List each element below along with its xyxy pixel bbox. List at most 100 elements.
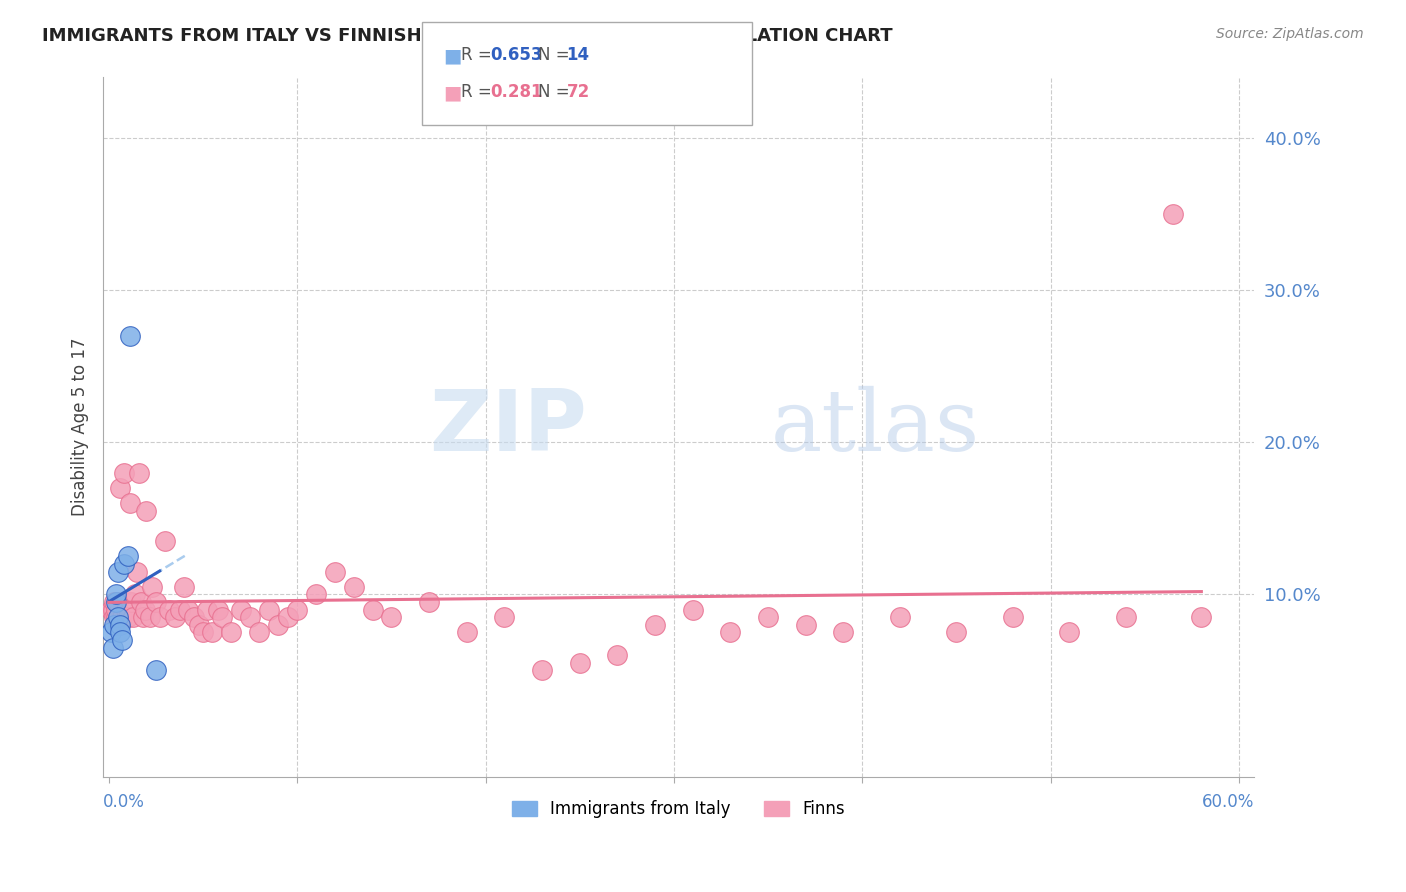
Immigrants from Italy xyxy=(105,595,128,609)
Finns xyxy=(323,565,346,579)
Text: 72: 72 xyxy=(567,83,591,101)
Finns xyxy=(889,610,911,624)
Text: R =: R = xyxy=(461,46,498,64)
Finns xyxy=(531,664,554,678)
Finns xyxy=(1059,625,1081,640)
Finns xyxy=(163,610,186,624)
Finns xyxy=(229,602,252,616)
Finns xyxy=(361,602,384,616)
Finns xyxy=(195,602,218,616)
Finns xyxy=(343,580,366,594)
Finns xyxy=(219,625,242,640)
Text: 0.281: 0.281 xyxy=(491,83,543,101)
Finns xyxy=(128,466,150,480)
Finns xyxy=(149,610,172,624)
Immigrants from Italy xyxy=(100,625,122,640)
Immigrants from Italy xyxy=(103,617,125,632)
Text: 60.0%: 60.0% xyxy=(1202,793,1254,811)
Finns xyxy=(134,602,156,616)
Immigrants from Italy xyxy=(118,329,141,343)
Finns xyxy=(108,481,131,495)
Finns xyxy=(380,610,402,624)
Immigrants from Italy xyxy=(108,625,131,640)
Finns xyxy=(120,595,142,609)
Finns xyxy=(103,595,125,609)
Finns xyxy=(207,602,229,616)
Finns xyxy=(103,610,125,624)
Finns xyxy=(169,602,191,616)
Finns xyxy=(118,496,141,510)
Finns xyxy=(141,580,163,594)
Text: IMMIGRANTS FROM ITALY VS FINNISH DISABILITY AGE 5 TO 17 CORRELATION CHART: IMMIGRANTS FROM ITALY VS FINNISH DISABIL… xyxy=(42,27,893,45)
Finns xyxy=(183,610,205,624)
Finns xyxy=(139,610,162,624)
Text: Source: ZipAtlas.com: Source: ZipAtlas.com xyxy=(1216,27,1364,41)
Finns xyxy=(191,625,214,640)
Finns xyxy=(145,595,167,609)
Finns xyxy=(177,602,200,616)
Immigrants from Italy xyxy=(105,587,128,601)
Text: 0.653: 0.653 xyxy=(491,46,543,64)
Finns xyxy=(418,595,440,609)
Finns xyxy=(1189,610,1212,624)
Text: N =: N = xyxy=(538,83,575,101)
Text: N =: N = xyxy=(538,46,575,64)
Finns xyxy=(568,656,591,670)
Text: 14: 14 xyxy=(567,46,589,64)
Finns xyxy=(135,504,157,518)
Immigrants from Italy xyxy=(111,633,134,648)
Y-axis label: Disability Age 5 to 17: Disability Age 5 to 17 xyxy=(72,338,89,516)
Finns xyxy=(131,610,153,624)
Finns xyxy=(124,587,146,601)
Immigrants from Italy xyxy=(117,549,139,564)
Finns xyxy=(277,610,299,624)
Finns xyxy=(173,580,195,594)
Finns xyxy=(945,625,967,640)
Finns xyxy=(100,602,122,616)
Immigrants from Italy xyxy=(107,565,129,579)
Finns xyxy=(644,617,666,632)
Finns xyxy=(305,587,328,601)
Finns xyxy=(107,595,129,609)
Immigrants from Italy xyxy=(108,617,131,632)
Finns xyxy=(105,602,128,616)
Text: ■: ■ xyxy=(443,46,461,65)
Finns xyxy=(112,466,135,480)
Finns xyxy=(101,602,124,616)
Finns xyxy=(285,602,308,616)
Finns xyxy=(111,610,134,624)
Legend: Immigrants from Italy, Finns: Immigrants from Italy, Finns xyxy=(505,793,852,824)
Immigrants from Italy xyxy=(112,557,135,571)
Finns xyxy=(122,610,145,624)
Finns xyxy=(157,602,180,616)
Finns xyxy=(794,617,817,632)
Finns xyxy=(682,602,704,616)
Finns xyxy=(832,625,855,640)
Text: ■: ■ xyxy=(443,83,461,102)
Text: ZIP: ZIP xyxy=(429,385,586,468)
Finns xyxy=(494,610,516,624)
Finns xyxy=(249,625,271,640)
Finns xyxy=(456,625,478,640)
Finns xyxy=(201,625,224,640)
Finns xyxy=(105,610,128,624)
Finns xyxy=(117,610,139,624)
Finns xyxy=(125,565,148,579)
Finns xyxy=(155,534,177,549)
Text: atlas: atlas xyxy=(770,385,980,468)
Finns xyxy=(720,625,742,640)
Finns xyxy=(129,595,152,609)
Finns xyxy=(756,610,779,624)
Text: 0.0%: 0.0% xyxy=(103,793,145,811)
Finns xyxy=(1001,610,1024,624)
Immigrants from Italy xyxy=(145,664,167,678)
Finns xyxy=(606,648,628,663)
Finns xyxy=(188,617,211,632)
Finns xyxy=(239,610,262,624)
Finns xyxy=(107,617,129,632)
Finns xyxy=(1161,207,1184,221)
Finns xyxy=(257,602,280,616)
Finns xyxy=(211,610,233,624)
Text: R =: R = xyxy=(461,83,498,101)
Immigrants from Italy xyxy=(107,610,129,624)
